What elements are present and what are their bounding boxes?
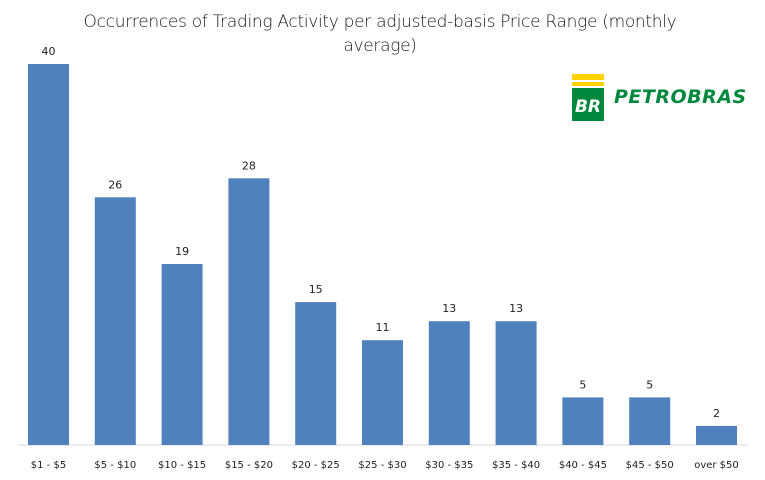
bar-4	[295, 302, 337, 445]
tick-labels-group: $1 - $5 $5 - $10 $10 - $15 $15 - $20 $20 - $…	[31, 460, 739, 471]
chart-title: Occurrences of Trading Activity per adju…	[83, 12, 677, 56]
petrobras-logo: BR PETROBRAS	[572, 74, 746, 122]
data-labels-group: 40 26 19 28 15 11 13 13 5 5 2	[42, 45, 721, 420]
data-label-5: 11	[376, 321, 390, 334]
data-label-3: 28	[242, 159, 256, 172]
tick-label-3: $15 - $20	[225, 460, 273, 471]
tick-label-9: $45 - $50	[626, 460, 674, 471]
bars-group	[28, 64, 737, 446]
bar-1	[94, 197, 136, 445]
data-label-1: 26	[108, 178, 122, 191]
bar-2	[161, 264, 203, 445]
data-label-7: 13	[509, 302, 523, 315]
data-label-8: 5	[579, 378, 586, 391]
data-label-10: 2	[713, 407, 720, 420]
bar-5	[362, 340, 403, 445]
br-mark-text: BR	[575, 97, 601, 117]
data-label-0: 40	[42, 45, 56, 58]
bar-7	[495, 321, 537, 445]
data-label-4: 15	[309, 283, 323, 296]
bar-6	[428, 321, 470, 445]
tick-label-1: $5 - $10	[94, 460, 136, 471]
bar-3	[228, 178, 270, 446]
data-label-6: 13	[442, 302, 456, 315]
bar-0	[28, 64, 69, 445]
bar-9	[629, 397, 671, 445]
tick-label-6: $30 - $35	[425, 460, 473, 471]
logo-text: PETROBRAS	[614, 86, 747, 108]
tick-label-2: $10 - $15	[158, 460, 206, 471]
tick-label-4: $20 - $25	[292, 460, 340, 471]
tick-label-7: $35 - $40	[492, 460, 540, 471]
tick-label-0: $1 - $5	[31, 460, 66, 471]
data-label-9: 5	[646, 378, 653, 391]
br-logo-icon: BR	[572, 74, 604, 121]
tick-label-10: over $50	[694, 460, 739, 471]
bar-8	[562, 397, 604, 445]
tick-label-8: $40 - $45	[559, 460, 607, 471]
tick-label-5: $25 - $30	[358, 460, 406, 471]
data-label-2: 19	[175, 245, 189, 258]
bar-10	[696, 425, 737, 445]
